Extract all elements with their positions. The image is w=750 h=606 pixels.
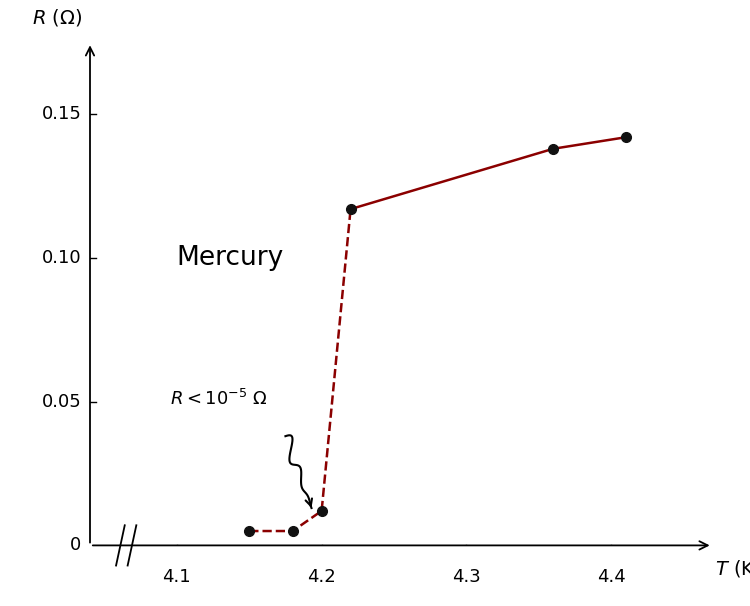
Text: $R\ (\Omega)$: $R\ (\Omega)$ xyxy=(32,7,82,28)
Text: 4.3: 4.3 xyxy=(452,568,481,587)
Text: 0.15: 0.15 xyxy=(41,105,81,123)
Text: 0: 0 xyxy=(70,536,81,554)
Text: 4.2: 4.2 xyxy=(308,568,336,587)
Text: 0.05: 0.05 xyxy=(41,393,81,411)
Text: $T\ \mathrm{(K)}$: $T\ \mathrm{(K)}$ xyxy=(716,558,750,579)
Text: $R < 10^{-5}\ \Omega$: $R < 10^{-5}\ \Omega$ xyxy=(170,389,267,409)
Text: 4.4: 4.4 xyxy=(597,568,626,587)
Text: 0.10: 0.10 xyxy=(42,249,81,267)
Text: 4.1: 4.1 xyxy=(163,568,191,587)
Text: Mercury: Mercury xyxy=(177,245,284,271)
